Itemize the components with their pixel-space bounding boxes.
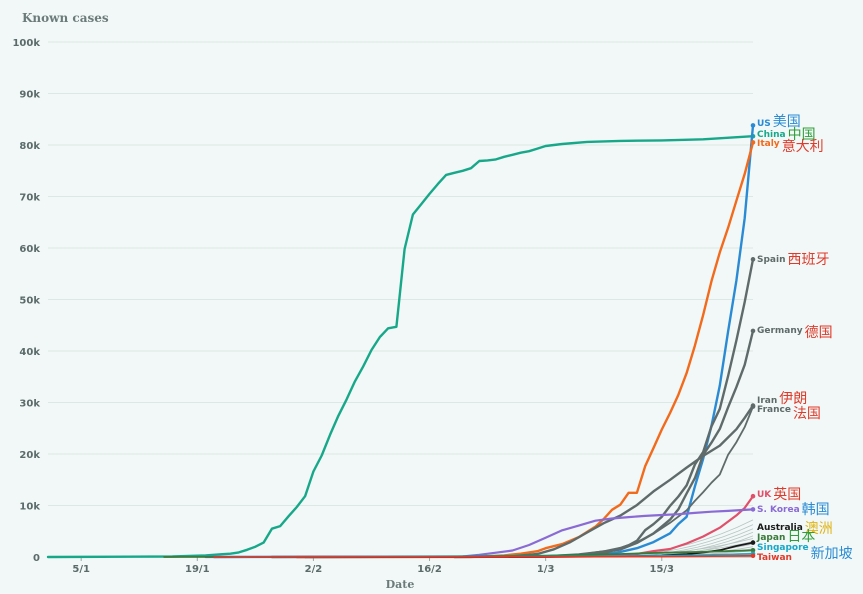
series-label: Italy	[757, 139, 780, 149]
series-line-china	[46, 135, 755, 559]
series-label: Japan	[756, 533, 785, 543]
y-axis-label: Known cases	[22, 11, 109, 25]
series-label: Iran	[757, 396, 777, 406]
y-tick-label: 100k	[12, 38, 40, 49]
y-tick-label: 30k	[19, 399, 40, 410]
y-tick-label: 80k	[19, 141, 40, 152]
series-end-point	[750, 123, 756, 128]
series-label-chinese: 日本	[787, 529, 815, 545]
series-end-point	[750, 328, 756, 334]
series-label-chinese: 中国	[788, 127, 816, 143]
series-labels: China 中国 US 美国 Italy 意大利 Spain 西班牙 Germany 德国 Iran…	[756, 114, 853, 563]
series-end-point	[750, 507, 756, 512]
series-label-chinese: 英国	[773, 486, 801, 503]
series-end-point	[750, 548, 756, 553]
y-tick-label: 60k	[19, 244, 40, 255]
x-axis-label: Date	[386, 578, 415, 591]
series-end-point	[750, 257, 756, 262]
series-label: China	[757, 130, 786, 140]
series-label-chinese: 伊朗	[779, 391, 807, 407]
series-end-point	[750, 553, 756, 559]
series-line-taiwan	[213, 554, 754, 558]
series-label-chinese: 西班牙	[788, 252, 830, 268]
x-tick-label: 5/1	[72, 564, 90, 575]
series-label: Spain	[757, 255, 786, 265]
x-tick-label: 2/2	[305, 564, 323, 575]
series-label: Singapore	[757, 543, 809, 553]
series-end-point	[750, 493, 756, 499]
series-line-iran	[453, 404, 755, 559]
x-tick-label: 1/3	[537, 564, 555, 575]
series-label-chinese: 新加坡	[811, 546, 853, 562]
y-axis-ticks: 0 10k 20k 30k 40k 50k 60k 70k 80k 90k 100k	[12, 38, 40, 564]
series-label-chinese: 韩国	[802, 502, 830, 518]
y-tick-label: 40k	[19, 347, 40, 358]
series-end-point	[750, 140, 756, 145]
series-label-chinese: 法国	[793, 406, 821, 422]
series-line-france	[237, 405, 754, 558]
series-label-chinese: 意大利	[782, 138, 824, 155]
x-tick-label: 19/1	[185, 564, 210, 575]
series-line-us	[212, 124, 755, 559]
x-tick-label: 15/3	[649, 564, 674, 575]
series-end-point	[750, 404, 756, 409]
series-lines	[46, 123, 756, 559]
series-label: S. Korea	[757, 505, 800, 515]
series-label: France	[757, 405, 791, 415]
series-label-chinese: 美国	[773, 114, 801, 130]
y-tick-label: 50k	[19, 296, 40, 307]
series-label-chinese: 澳洲	[805, 521, 833, 537]
series-label: Australia	[757, 523, 803, 533]
series-end-point	[750, 540, 756, 545]
series-line-spain	[303, 258, 755, 559]
series-label: US	[757, 119, 771, 129]
series-line-s-korea	[204, 508, 755, 559]
gridlines	[48, 41, 753, 558]
series-label-chinese: 德国	[805, 325, 833, 341]
y-tick-label: 20k	[19, 450, 40, 461]
series-label: Germany	[757, 326, 803, 336]
series-line-italy	[295, 141, 755, 559]
y-tick-label: 0	[33, 553, 40, 564]
y-tick-label: 90k	[19, 90, 40, 101]
series-label: UK	[757, 490, 772, 500]
x-tick-label: 16/2	[417, 564, 442, 575]
series-label: Taiwan	[757, 553, 792, 563]
x-axis-ticks: 5/1 19/1 2/2 16/2 1/3 15/3	[72, 557, 674, 575]
y-tick-label: 10k	[19, 502, 40, 513]
y-tick-label: 70k	[19, 193, 40, 204]
